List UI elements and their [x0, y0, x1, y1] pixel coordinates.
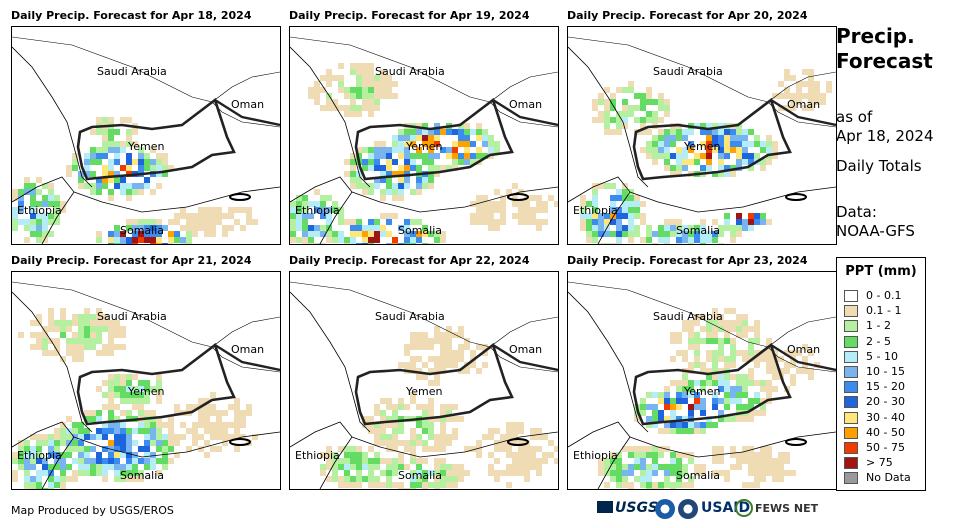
data-source: Data: NOAA-GFS [836, 203, 915, 240]
legend-swatch [844, 472, 858, 485]
precip-map-svg [568, 36, 836, 244]
legend-label: 30 - 40 [866, 410, 905, 424]
panel-title-6: Daily Precip. Forecast for Apr 23, 2024 [567, 254, 808, 267]
map-panel-5: Saudi Arabia Oman Yemen Ethiopia Somalia [289, 271, 559, 490]
map-credit: Map Produced by USGS/EROS [11, 504, 174, 517]
legend-swatch [844, 350, 858, 363]
legend-swatch [844, 290, 858, 302]
country-label-somalia: Somalia [120, 469, 165, 482]
precip-map-svg [568, 281, 836, 489]
legend-swatch [844, 320, 858, 333]
yemen-border [76, 97, 236, 181]
country-label-saudi: Saudi Arabia [97, 310, 167, 323]
country-label-ethiopia: Ethiopia [17, 449, 62, 462]
country-label-oman: Oman [509, 98, 543, 111]
precip-map-svg [290, 281, 558, 489]
legend-swatch [844, 411, 858, 424]
legend-label: 50 - 75 [866, 441, 905, 454]
country-label-somalia: Somalia [676, 469, 721, 482]
legend-title: PPT (mm) [845, 264, 917, 279]
yemen-border [632, 342, 792, 426]
precip-map-svg [290, 36, 558, 244]
panel-title-1: Daily Precip. Forecast for Apr 18, 2024 [11, 9, 252, 22]
country-label-yemen: Yemen [406, 140, 443, 153]
yemen-border [632, 97, 792, 181]
country-label-ethiopia: Ethiopia [573, 449, 618, 462]
country-label-yemen: Yemen [406, 385, 443, 398]
country-label-yemen: Yemen [684, 140, 721, 153]
legend-swatch [844, 457, 858, 470]
legend-label: 2 - 5 [866, 334, 891, 348]
usgs-logo: USGS [597, 500, 658, 516]
country-label-yemen: Yemen [128, 140, 165, 153]
fews-net-logo: FEWS NET [735, 499, 818, 517]
country-label-oman: Oman [787, 343, 821, 356]
legend-swatch [844, 366, 858, 378]
country-label-yemen: Yemen [684, 385, 721, 398]
commerce-seal-icon [678, 499, 698, 519]
map-panel-3: Saudi Arabia Oman Yemen Ethiopia Somalia [567, 26, 837, 245]
legend-swatch [844, 442, 858, 454]
legend-swatch [844, 335, 858, 348]
yemen-border [76, 342, 236, 426]
fews-globe-icon [735, 499, 753, 517]
country-label-somalia: Somalia [398, 469, 443, 482]
as-of-date: as of Apr 18, 2024 [836, 108, 934, 145]
yemen-border [354, 342, 514, 426]
legend-swatch [844, 426, 858, 439]
precip-map-svg [12, 281, 280, 489]
country-label-saudi: Saudi Arabia [653, 65, 723, 78]
country-label-saudi: Saudi Arabia [97, 65, 167, 78]
legend-label: 1 - 2 [866, 319, 891, 333]
country-label-ethiopia: Ethiopia [295, 204, 340, 217]
panel-title-5: Daily Precip. Forecast for Apr 22, 2024 [289, 254, 530, 267]
legend-swatch [844, 396, 858, 409]
panel-title-2: Daily Precip. Forecast for Apr 19, 2024 [289, 9, 530, 22]
legend-swatch [844, 305, 858, 318]
map-panel-6: Saudi Arabia Oman Yemen Ethiopia Somalia [567, 271, 837, 490]
map-panel-1: Saudi Arabia Oman Yemen Ethiopia Somalia [11, 26, 281, 245]
legend-swatch [844, 381, 858, 394]
country-label-oman: Oman [787, 98, 821, 111]
legend-label: 15 - 20 [866, 380, 905, 394]
forecast-title: Precip. Forecast [836, 24, 933, 73]
agency-logos: USGS USAID FEWS NET [597, 498, 827, 522]
precip-map-svg [12, 36, 280, 244]
country-label-ethiopia: Ethiopia [573, 204, 618, 217]
country-label-saudi: Saudi Arabia [653, 310, 723, 323]
daily-totals-label: Daily Totals [836, 157, 922, 175]
legend-label: 10 - 15 [866, 365, 905, 378]
legend-label: 5 - 10 [866, 349, 898, 363]
legend-label: > 75 [866, 456, 893, 470]
legend-label: 40 - 50 [866, 425, 905, 439]
country-label-oman: Oman [509, 343, 543, 356]
legend-label: 20 - 30 [866, 395, 905, 409]
panel-title-4: Daily Precip. Forecast for Apr 21, 2024 [11, 254, 252, 267]
country-label-somalia: Somalia [676, 224, 721, 237]
map-panel-2: Saudi Arabia Oman Yemen Ethiopia Somalia [289, 26, 559, 245]
legend-label: 0.1 - 1 [866, 304, 902, 318]
panel-title-3: Daily Precip. Forecast for Apr 20, 2024 [567, 9, 808, 22]
legend-label: No Data [866, 471, 911, 485]
noaa-seal-icon [655, 499, 675, 519]
country-label-saudi: Saudi Arabia [375, 65, 445, 78]
yemen-border [354, 97, 514, 181]
map-panel-4: Saudi Arabia Oman Yemen Ethiopia Somalia [11, 271, 281, 490]
country-label-somalia: Somalia [398, 224, 443, 237]
country-label-somalia: Somalia [120, 224, 165, 237]
country-label-ethiopia: Ethiopia [17, 204, 62, 217]
country-label-ethiopia: Ethiopia [295, 449, 340, 462]
country-label-oman: Oman [231, 343, 265, 356]
country-label-yemen: Yemen [128, 385, 165, 398]
country-label-oman: Oman [231, 98, 265, 111]
country-label-saudi: Saudi Arabia [375, 310, 445, 323]
legend-label: 0 - 0.1 [866, 289, 902, 302]
